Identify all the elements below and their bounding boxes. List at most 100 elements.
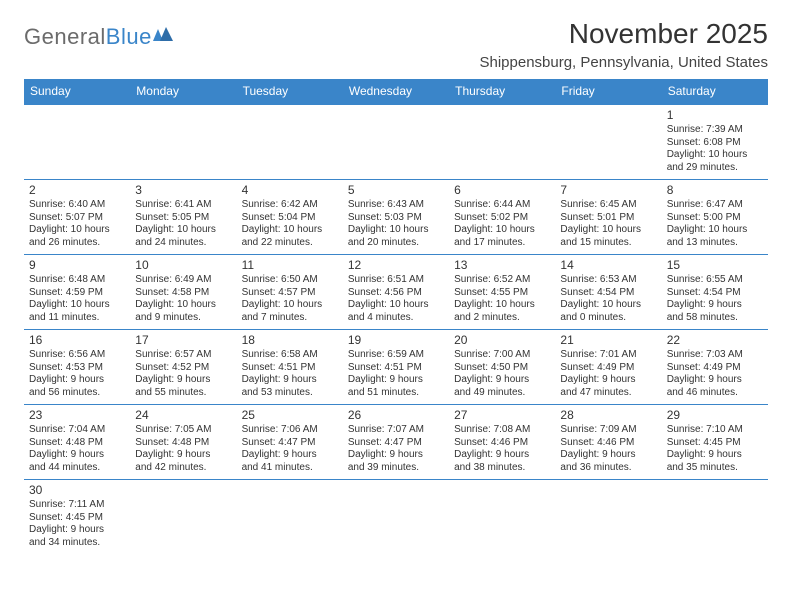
daylight-text: and 35 minutes. — [667, 462, 763, 475]
day-number: 3 — [135, 183, 231, 198]
sunrise-text: Sunrise: 7:08 AM — [454, 424, 550, 437]
calendar-day-cell: 28Sunrise: 7:09 AMSunset: 4:46 PMDayligh… — [555, 405, 661, 480]
calendar-day-cell: 8Sunrise: 6:47 AMSunset: 5:00 PMDaylight… — [662, 180, 768, 255]
logo-text-1: General — [24, 24, 106, 49]
calendar-day-cell: 12Sunrise: 6:51 AMSunset: 4:56 PMDayligh… — [343, 255, 449, 330]
sunset-text: Sunset: 5:05 PM — [135, 212, 231, 225]
day-number: 20 — [454, 333, 550, 348]
calendar-day-cell: 6Sunrise: 6:44 AMSunset: 5:02 PMDaylight… — [449, 180, 555, 255]
sunrise-text: Sunrise: 6:41 AM — [135, 199, 231, 212]
daylight-text: Daylight: 10 hours — [29, 224, 125, 237]
calendar-day-cell — [449, 104, 555, 180]
day-number: 6 — [454, 183, 550, 198]
weekday-header: Wednesday — [343, 79, 449, 104]
month-title: November 2025 — [479, 18, 768, 50]
sunset-text: Sunset: 4:52 PM — [135, 362, 231, 375]
day-number: 24 — [135, 408, 231, 423]
day-number: 11 — [242, 258, 338, 273]
day-number: 29 — [667, 408, 763, 423]
daylight-text: Daylight: 10 hours — [454, 299, 550, 312]
day-number: 13 — [454, 258, 550, 273]
daylight-text: and 41 minutes. — [242, 462, 338, 475]
day-number: 18 — [242, 333, 338, 348]
day-number: 5 — [348, 183, 444, 198]
calendar-week-row: 23Sunrise: 7:04 AMSunset: 4:48 PMDayligh… — [24, 405, 768, 480]
daylight-text: Daylight: 9 hours — [29, 524, 125, 537]
sunrise-text: Sunrise: 6:51 AM — [348, 274, 444, 287]
calendar-table: Sunday Monday Tuesday Wednesday Thursday… — [24, 79, 768, 554]
calendar-day-cell: 2Sunrise: 6:40 AMSunset: 5:07 PMDaylight… — [24, 180, 130, 255]
sunset-text: Sunset: 4:45 PM — [29, 512, 125, 525]
daylight-text: and 7 minutes. — [242, 312, 338, 325]
sunrise-text: Sunrise: 7:03 AM — [667, 349, 763, 362]
daylight-text: and 13 minutes. — [667, 237, 763, 250]
day-number: 22 — [667, 333, 763, 348]
calendar-day-cell — [130, 480, 236, 555]
calendar-day-cell: 7Sunrise: 6:45 AMSunset: 5:01 PMDaylight… — [555, 180, 661, 255]
calendar-day-cell: 24Sunrise: 7:05 AMSunset: 4:48 PMDayligh… — [130, 405, 236, 480]
daylight-text: and 34 minutes. — [29, 537, 125, 550]
day-number: 25 — [242, 408, 338, 423]
day-number: 17 — [135, 333, 231, 348]
calendar-day-cell: 29Sunrise: 7:10 AMSunset: 4:45 PMDayligh… — [662, 405, 768, 480]
daylight-text: Daylight: 9 hours — [454, 449, 550, 462]
calendar-day-cell: 14Sunrise: 6:53 AMSunset: 4:54 PMDayligh… — [555, 255, 661, 330]
calendar-day-cell — [449, 480, 555, 555]
sunrise-text: Sunrise: 6:48 AM — [29, 274, 125, 287]
daylight-text: and 11 minutes. — [29, 312, 125, 325]
daylight-text: and 49 minutes. — [454, 387, 550, 400]
daylight-text: Daylight: 9 hours — [29, 374, 125, 387]
sunset-text: Sunset: 5:00 PM — [667, 212, 763, 225]
sunset-text: Sunset: 4:58 PM — [135, 287, 231, 300]
calendar-week-row: 30Sunrise: 7:11 AMSunset: 4:45 PMDayligh… — [24, 480, 768, 555]
sunset-text: Sunset: 4:51 PM — [242, 362, 338, 375]
calendar-day-cell — [237, 480, 343, 555]
day-number: 1 — [667, 108, 763, 123]
daylight-text: Daylight: 9 hours — [560, 449, 656, 462]
daylight-text: and 17 minutes. — [454, 237, 550, 250]
sunset-text: Sunset: 4:54 PM — [560, 287, 656, 300]
calendar-day-cell: 26Sunrise: 7:07 AMSunset: 4:47 PMDayligh… — [343, 405, 449, 480]
daylight-text: Daylight: 10 hours — [560, 299, 656, 312]
daylight-text: and 47 minutes. — [560, 387, 656, 400]
daylight-text: Daylight: 9 hours — [242, 374, 338, 387]
sunrise-text: Sunrise: 7:06 AM — [242, 424, 338, 437]
sunrise-text: Sunrise: 6:56 AM — [29, 349, 125, 362]
daylight-text: Daylight: 9 hours — [454, 374, 550, 387]
weekday-header: Tuesday — [237, 79, 343, 104]
sunset-text: Sunset: 4:53 PM — [29, 362, 125, 375]
sunrise-text: Sunrise: 6:58 AM — [242, 349, 338, 362]
day-number: 8 — [667, 183, 763, 198]
calendar-day-cell — [130, 104, 236, 180]
daylight-text: Daylight: 9 hours — [135, 374, 231, 387]
sunset-text: Sunset: 5:04 PM — [242, 212, 338, 225]
calendar-day-cell — [343, 104, 449, 180]
sunset-text: Sunset: 4:50 PM — [454, 362, 550, 375]
daylight-text: Daylight: 9 hours — [348, 374, 444, 387]
calendar-day-cell — [343, 480, 449, 555]
sunrise-text: Sunrise: 6:43 AM — [348, 199, 444, 212]
calendar-day-cell: 9Sunrise: 6:48 AMSunset: 4:59 PMDaylight… — [24, 255, 130, 330]
sunrise-text: Sunrise: 7:00 AM — [454, 349, 550, 362]
sunrise-text: Sunrise: 6:42 AM — [242, 199, 338, 212]
sunset-text: Sunset: 5:02 PM — [454, 212, 550, 225]
daylight-text: Daylight: 10 hours — [135, 224, 231, 237]
daylight-text: Daylight: 10 hours — [667, 149, 763, 162]
sunrise-text: Sunrise: 7:11 AM — [29, 499, 125, 512]
sunset-text: Sunset: 4:51 PM — [348, 362, 444, 375]
day-number: 12 — [348, 258, 444, 273]
sunset-text: Sunset: 4:56 PM — [348, 287, 444, 300]
daylight-text: Daylight: 9 hours — [242, 449, 338, 462]
sunrise-text: Sunrise: 6:49 AM — [135, 274, 231, 287]
daylight-text: Daylight: 10 hours — [242, 299, 338, 312]
daylight-text: and 53 minutes. — [242, 387, 338, 400]
daylight-text: and 39 minutes. — [348, 462, 444, 475]
daylight-text: and 20 minutes. — [348, 237, 444, 250]
day-number: 4 — [242, 183, 338, 198]
calendar-day-cell — [24, 104, 130, 180]
calendar-day-cell — [555, 480, 661, 555]
daylight-text: and 42 minutes. — [135, 462, 231, 475]
sunset-text: Sunset: 4:47 PM — [348, 437, 444, 450]
calendar-week-row: 9Sunrise: 6:48 AMSunset: 4:59 PMDaylight… — [24, 255, 768, 330]
sunset-text: Sunset: 4:49 PM — [667, 362, 763, 375]
